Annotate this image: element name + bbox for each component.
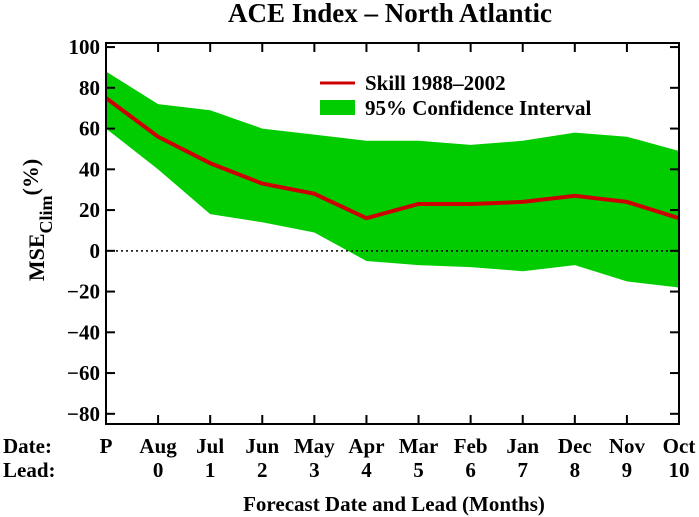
skill-line-layer xyxy=(104,96,680,221)
y-axis-title: MSEClim(%) xyxy=(18,159,56,281)
plot-frame xyxy=(105,42,680,425)
x-tick-date-label: Jan xyxy=(506,434,539,458)
y-tick-label: 100 xyxy=(69,35,101,59)
y-tick-label: 80 xyxy=(79,76,100,100)
x-tick-lead-label: 10 xyxy=(669,458,690,482)
y-tick-label: −60 xyxy=(67,361,100,385)
x-tick-date-label: Dec xyxy=(558,434,592,458)
x-axis-title: Forecast Date and Lead (Months) xyxy=(243,492,545,516)
y-tick-label: 60 xyxy=(79,117,100,141)
x-tick-date-label: Apr xyxy=(348,434,384,458)
x-tick-lead-label: 5 xyxy=(413,458,424,482)
y-axis-title-unit: (%) xyxy=(18,159,43,196)
y-tick-label: 0 xyxy=(90,239,101,263)
x-tick-date-label: P xyxy=(100,434,113,458)
y-axis-title-subscript: Clim xyxy=(36,195,56,233)
legend-confidence-swatch xyxy=(320,100,355,115)
x-tick-lead-label: 6 xyxy=(465,458,476,482)
x-tick-lead-label: 2 xyxy=(257,458,268,482)
y-tick-label: 40 xyxy=(79,157,100,181)
x-tick-date-label: Aug xyxy=(139,434,177,458)
x-tick-lead-label: 8 xyxy=(570,458,581,482)
legend-confidence-label: 95% Confidence Interval xyxy=(365,96,591,120)
y-axis-ticks: −80 −60 −40 −20 0 20 40 60 80 100 xyxy=(67,35,679,426)
y-tick-label: −40 xyxy=(67,320,100,344)
chart-title: ACE Index – North Atlantic xyxy=(228,0,552,28)
x-tick-date-label: Feb xyxy=(454,434,488,458)
x-tick-date-label: Oct xyxy=(663,434,696,458)
x-tick-lead-label: 9 xyxy=(622,458,633,482)
date-row-label: Date: xyxy=(3,434,52,458)
y-tick-label: −80 xyxy=(67,402,100,426)
lead-row-label: Lead: xyxy=(3,458,56,482)
y-axis-title-main: MSE xyxy=(24,233,49,281)
x-tick-lead-label: 4 xyxy=(361,458,372,482)
confidence-band-layer xyxy=(106,71,679,288)
skill-line xyxy=(104,96,680,221)
x-tick-lead-label: 0 xyxy=(153,458,164,482)
confidence-band xyxy=(106,71,679,288)
svg-text:MSEClim(%): MSEClim(%) xyxy=(18,159,56,281)
x-tick-date-label: Mar xyxy=(399,434,439,458)
x-tick-date-label: Nov xyxy=(609,434,646,458)
x-tick-lead-label: 3 xyxy=(309,458,320,482)
y-tick-label: 20 xyxy=(79,198,100,222)
chart-legend: Skill 1988–2002 95% Confidence Interval xyxy=(320,71,591,120)
x-tick-date-label: Jul xyxy=(196,434,224,458)
x-tick-lead-label: 1 xyxy=(205,458,216,482)
y-tick-label: −20 xyxy=(67,280,100,304)
x-tick-date-label: May xyxy=(294,434,335,458)
legend-skill-label: Skill 1988–2002 xyxy=(365,71,506,95)
x-tick-lead-label: 7 xyxy=(517,458,528,482)
x-tick-date-label: Jun xyxy=(245,434,279,458)
